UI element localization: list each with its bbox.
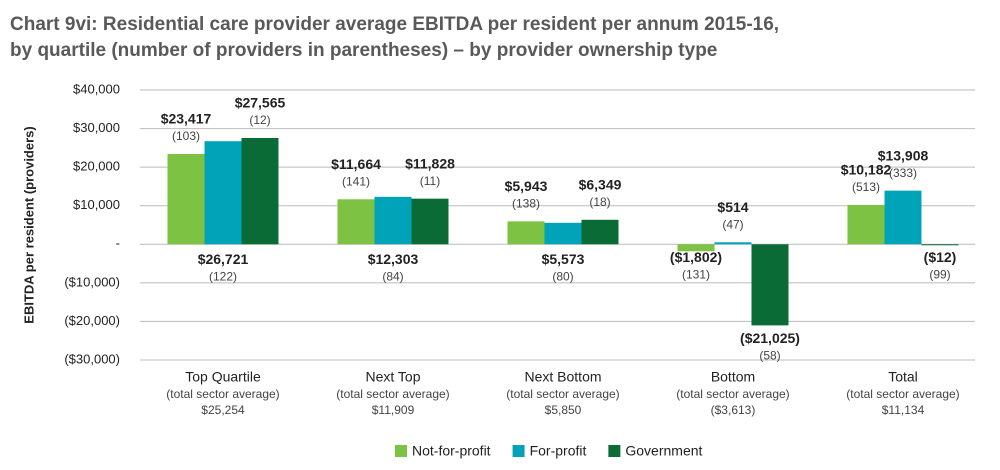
legend-label: For-profit	[530, 443, 587, 459]
x-tick-label: Total	[888, 369, 918, 385]
y-tick-label: ($20,000)	[64, 313, 120, 328]
count-label: (138)	[512, 197, 540, 211]
bar	[167, 153, 205, 245]
x-tick-average: $11,134	[882, 403, 925, 417]
x-tick-label: Next Top	[366, 369, 421, 385]
y-axis-label: EBITDA per resident (providers)	[21, 126, 36, 323]
bar	[677, 244, 715, 252]
count-label: (80)	[552, 269, 573, 283]
y-tick-label: $40,000	[73, 81, 120, 96]
y-tick-label: -	[116, 236, 120, 251]
value-label: $13,908	[878, 147, 929, 163]
bar	[714, 242, 752, 245]
value-label: ($21,025)	[740, 330, 800, 346]
count-label: (12)	[249, 113, 270, 127]
x-tick-note: (total sector average)	[166, 387, 279, 401]
bar	[751, 244, 789, 326]
value-label: $27,565	[235, 95, 286, 111]
x-tick-average: ($3,613)	[711, 403, 756, 417]
x-tick-average: $25,254	[201, 403, 245, 417]
value-label: $26,721	[198, 251, 249, 267]
x-tick-average: $5,850	[545, 403, 582, 417]
count-label: (122)	[209, 269, 237, 283]
bar	[374, 196, 412, 245]
bar	[507, 221, 545, 245]
count-label: (11)	[420, 174, 440, 188]
value-label: $514	[717, 199, 748, 215]
legend-swatch	[395, 445, 407, 457]
y-tick-label: $30,000	[73, 120, 120, 135]
legend-label: Government	[625, 443, 702, 459]
y-tick-label: $20,000	[73, 159, 120, 174]
x-tick-average: $11,909	[372, 403, 415, 417]
legend-swatch	[608, 445, 621, 457]
x-tick-label: Bottom	[711, 369, 755, 385]
value-label: $5,943	[505, 178, 548, 194]
y-tick-label: $10,000	[73, 197, 120, 212]
x-tick-note: (total sector average)	[676, 387, 789, 401]
x-tick-note: (total sector average)	[506, 387, 619, 401]
count-label: (141)	[342, 174, 370, 188]
count-label: (333)	[889, 166, 917, 180]
count-label: (513)	[852, 180, 880, 194]
bar	[884, 190, 922, 245]
chart-title: by quartile (number of providers in pare…	[10, 40, 717, 61]
value-label: $11,828	[405, 155, 455, 171]
x-tick-note: (total sector average)	[336, 387, 449, 401]
value-label: ($1,802)	[670, 249, 722, 265]
value-label: $23,417	[161, 111, 212, 127]
value-label: $5,573	[542, 251, 585, 267]
x-tick-label: Next Bottom	[524, 369, 601, 385]
count-label: (84)	[382, 269, 403, 283]
legend-swatch	[512, 445, 525, 457]
count-label: (103)	[172, 129, 200, 143]
y-tick-label: ($10,000)	[64, 274, 120, 289]
bar	[921, 244, 959, 246]
bar	[411, 198, 449, 245]
chart-title: Chart 9vi: Residential care provider ave…	[10, 14, 779, 35]
count-label: (58)	[759, 349, 780, 363]
count-label: (47)	[722, 217, 743, 231]
x-tick-note: (total sector average)	[846, 387, 959, 401]
value-label: $11,664	[331, 156, 381, 172]
bar	[581, 219, 619, 245]
bar	[204, 141, 242, 245]
count-label: (131)	[682, 267, 710, 281]
value-label: $10,182	[841, 162, 892, 178]
x-tick-label: Top Quartile	[185, 369, 261, 385]
count-label: (18)	[589, 195, 610, 209]
value-label: $12,303	[368, 251, 419, 267]
y-tick-label: ($30,000)	[64, 351, 120, 366]
count-label: (99)	[929, 267, 950, 281]
bar	[241, 137, 279, 245]
value-label: ($12)	[924, 249, 957, 265]
bar	[337, 199, 375, 245]
legend-label: Not-for-profit	[412, 443, 491, 459]
bar	[847, 205, 885, 245]
bar	[544, 222, 582, 245]
value-label: $6,349	[579, 176, 622, 192]
